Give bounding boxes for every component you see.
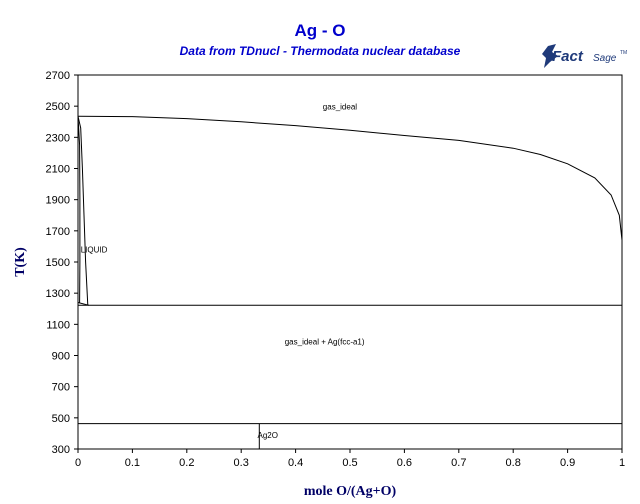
y-tick-label: 500 [52,413,70,425]
x-tick-label: 0.1 [125,457,140,469]
factsage-logo-icon [542,44,558,68]
region-label: Ag2O [258,431,278,440]
factsage-logo-tm: TM [620,50,627,56]
x-tick-label: 0.2 [179,457,194,469]
x-tick-label: 0.5 [342,457,357,469]
y-tick-label: 1700 [46,226,70,238]
y-tick-label: 1300 [46,288,70,300]
x-tick-label: 0.8 [506,457,521,469]
y-tick-label: 1500 [46,257,70,269]
factsage-logo-sage: Sage [593,53,617,64]
x-tick-label: 0.4 [288,457,303,469]
chart-subtitle: Data from TDnucl - Thermodata nuclear da… [179,44,461,58]
y-tick-label: 300 [52,444,70,456]
x-tick-label: 1 [619,457,625,469]
y-tick-label: 2500 [46,101,70,113]
y-tick-label: 2300 [46,132,70,144]
plot-frame [77,74,623,450]
x-tick-label: 0.9 [560,457,575,469]
y-tick-label: 2100 [46,164,70,176]
x-tick-label: 0 [75,457,81,469]
x-axis-title: mole O/(Ag+O) [304,484,397,499]
y-tick-label: 1100 [46,319,70,331]
phase-boundary-line [77,115,623,241]
y-axis: 300 500 700 900 1100 1300 1500 1700 1900 2100 2300… [46,70,78,456]
factsage-logo-text: Fact [552,48,584,65]
phase-boundaries [77,115,623,449]
x-tick-label: 0.6 [397,457,412,469]
region-labels: gas_ideal LIQUID gas_ideal + Ag(fcc-a1) Ag2… [81,102,365,440]
phase-boundary-line [77,116,89,306]
region-label: gas_ideal [323,102,357,111]
y-tick-label: 2700 [46,70,70,82]
phase-boundary-line [77,116,81,304]
y-tick-label: 700 [52,382,70,394]
chart-title: Ag - O [294,21,346,40]
y-tick-label: 900 [52,351,70,363]
x-tick-label: 0.7 [451,457,466,469]
y-tick-label: 1900 [46,195,70,207]
x-axis: 0 0.1 0.2 0.3 0.4 0.5 0.6 0.7 0.8 0.9 1 [75,449,625,469]
x-tick-label: 0.3 [234,457,249,469]
region-label: gas_ideal + Ag(fcc-a1) [285,338,365,347]
y-axis-title: T(K) [13,247,28,277]
region-label: LIQUID [81,246,108,255]
factsage-logo: Fact Sage TM [542,44,627,68]
